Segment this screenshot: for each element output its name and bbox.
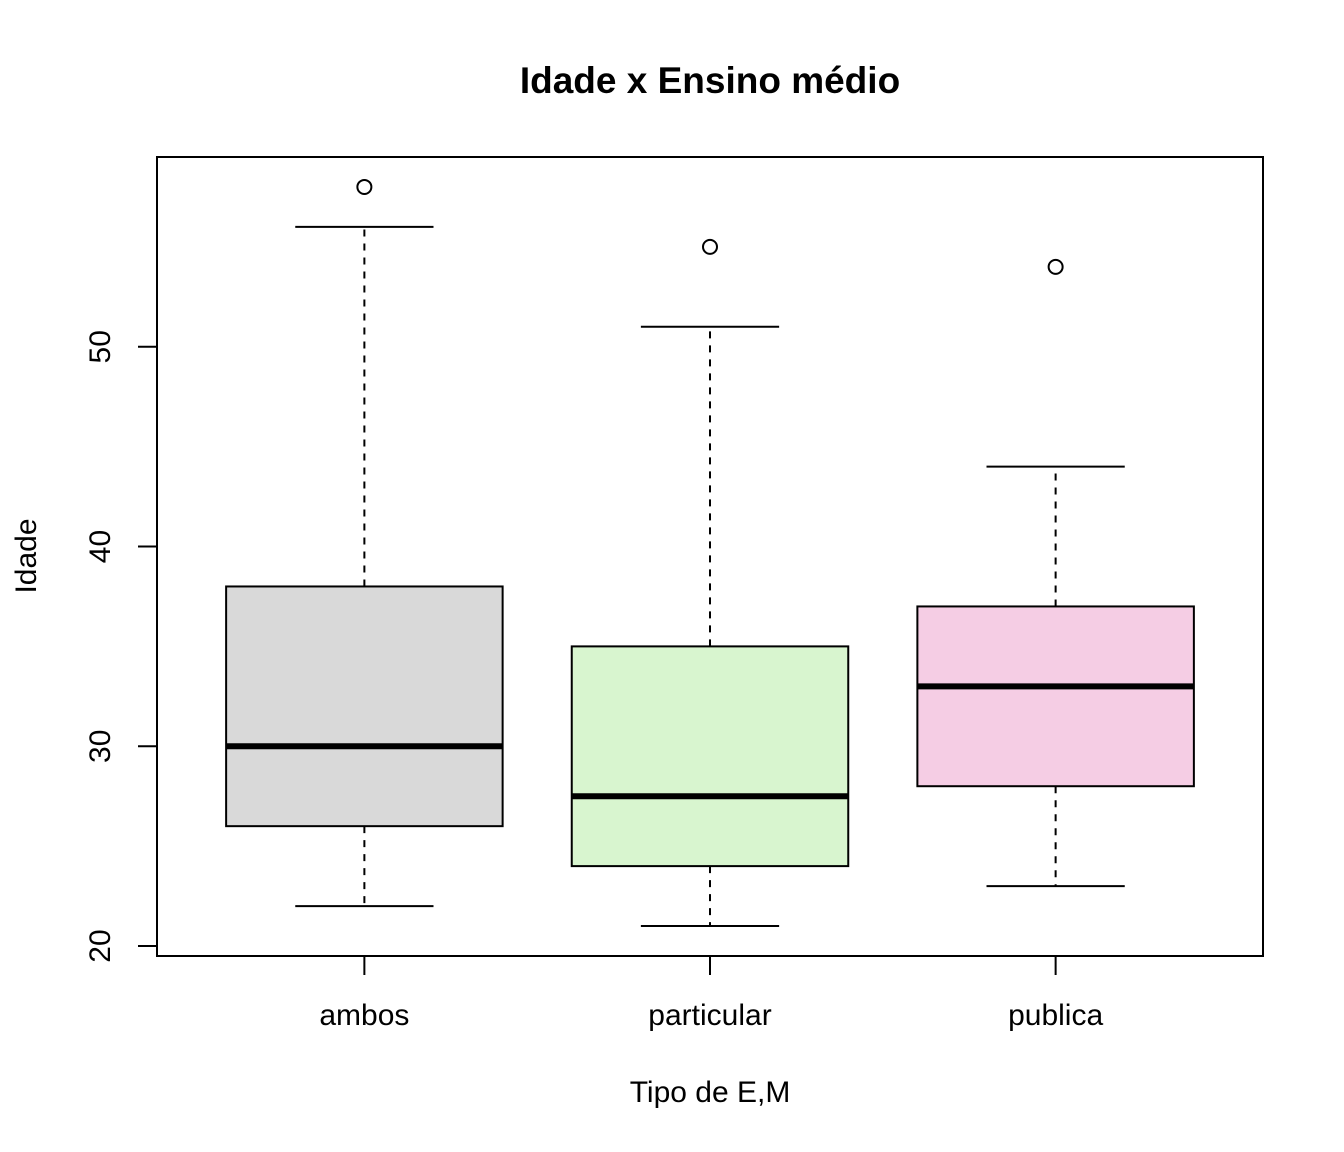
y-axis-label: Idade [10, 518, 43, 593]
outlier-point [702, 238, 718, 255]
iqr-box [570, 645, 850, 868]
box-publica [916, 258, 1195, 888]
y-tick-label: 40 [84, 530, 117, 563]
box-particular [570, 238, 850, 928]
box-ambos [225, 178, 504, 908]
chart-title: Idade x Ensino médio [520, 60, 900, 101]
y-tick-label: 30 [84, 730, 117, 763]
outlier-point [356, 178, 373, 195]
boxes-layer [225, 178, 1195, 928]
x-tick-label: particular [648, 999, 771, 1032]
y-axis: 20 30 40 50 [84, 330, 158, 963]
x-axis: ambos particular publica [319, 955, 1103, 1032]
y-tick-label: 20 [84, 929, 117, 962]
iqr-box [916, 605, 1195, 788]
iqr-box [225, 585, 504, 828]
x-axis-label: Tipo de E,M [630, 1076, 791, 1109]
outlier-point [1047, 258, 1064, 275]
x-tick-label: publica [1008, 999, 1103, 1032]
x-tick-label: ambos [319, 999, 409, 1032]
y-tick-label: 50 [84, 330, 117, 363]
